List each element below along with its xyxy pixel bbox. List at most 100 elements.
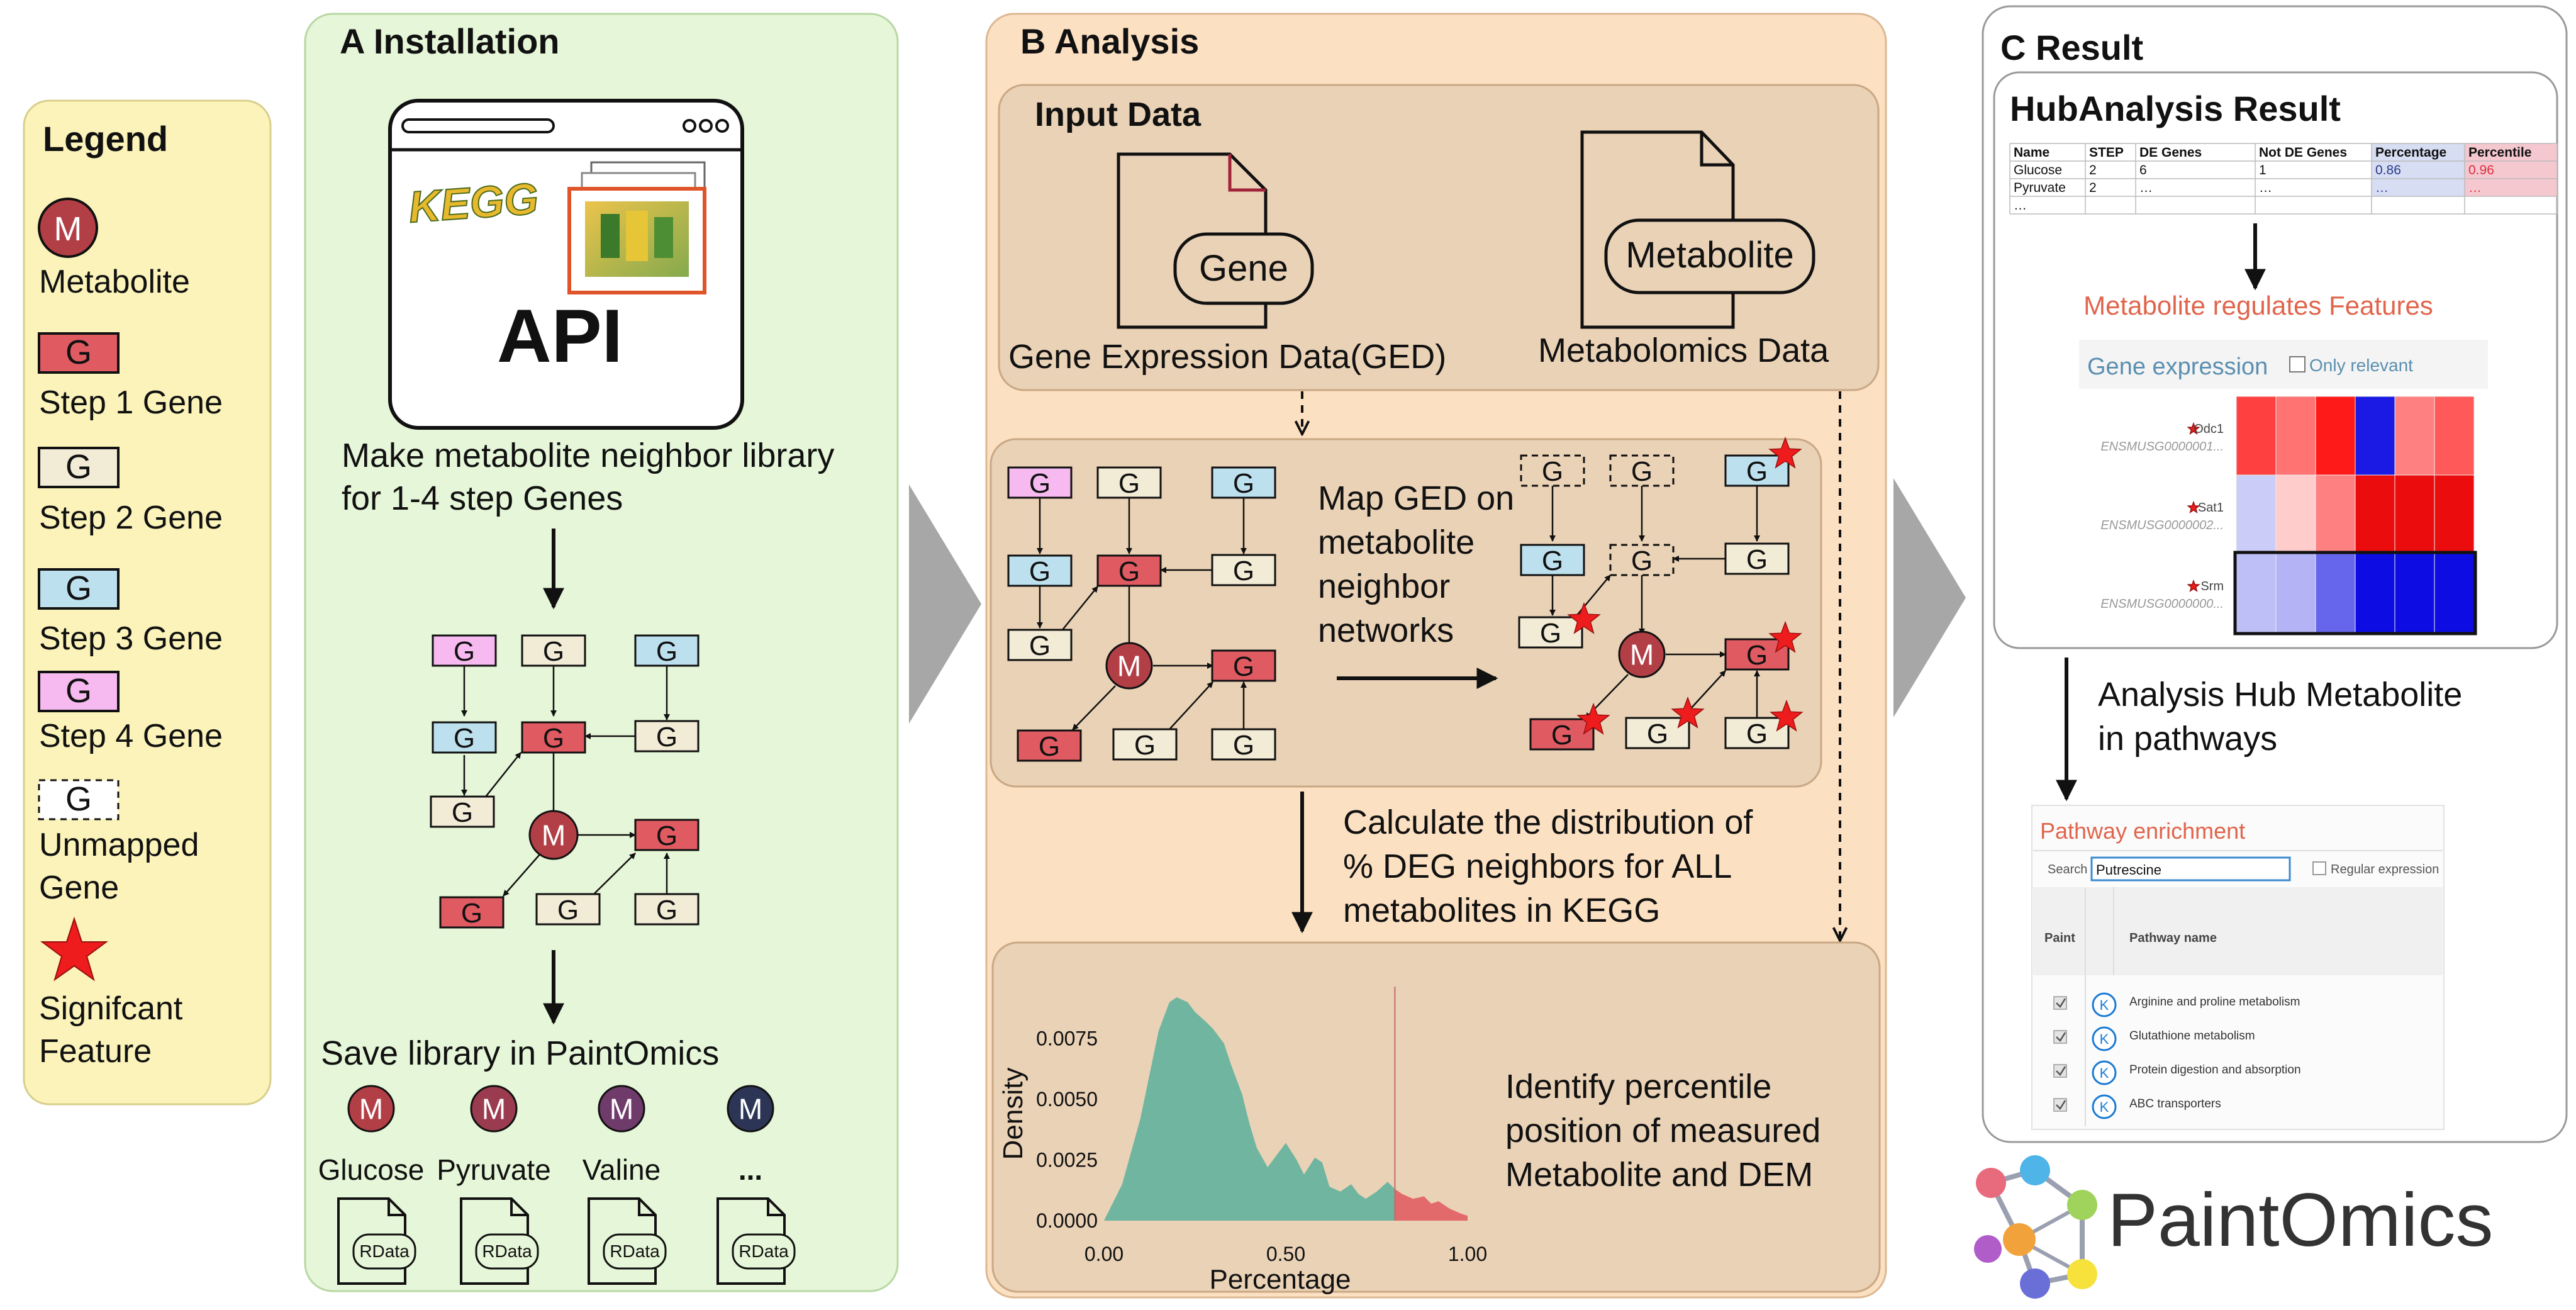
- panel-a-title: A Installation: [340, 21, 560, 61]
- metabolite-b1: M: [1105, 642, 1153, 690]
- heatmap-cell: [2315, 553, 2356, 633]
- paint-checkbox[interactable]: [2053, 1064, 2067, 1078]
- table-cell: 0.86: [2375, 163, 2401, 177]
- gene-b2-unmapped-2: G: [1609, 454, 1675, 487]
- gene-a-step1-center-label: G: [543, 723, 564, 754]
- table-cell: Glucose: [2014, 163, 2062, 177]
- table-cell: …: [2139, 181, 2153, 195]
- gene-b1-step2-top: G: [1096, 466, 1162, 499]
- metabolite-caption: Metabolomics Data: [1538, 332, 1829, 369]
- table-cell: Pyruvate: [2014, 181, 2066, 195]
- paint-checkbox[interactable]: [2053, 1098, 2067, 1112]
- gene-a-step2-bottom: G: [535, 893, 601, 926]
- star-icon: [2187, 500, 2200, 514]
- legend-step4: G Step 4 Gene: [38, 671, 223, 754]
- identify-line1: Identify percentile: [1505, 1068, 1771, 1106]
- gene-b1-step2-right: G: [1211, 554, 1276, 586]
- gene-b2-step2-bottom-right: G: [1724, 717, 1790, 749]
- density-chart: 0.0000 0.0025 0.0050 0.0075 0.00 0.50 1.00 Perc…: [998, 987, 1487, 1295]
- gene-b2-unmapped-1-label: G: [1542, 456, 1563, 487]
- y-tick-2: 0.0050: [1036, 1088, 1098, 1111]
- heatmap-cell: [2355, 553, 2395, 633]
- pathway-row[interactable]: K ABC transporters: [2053, 1094, 2221, 1119]
- heatmap-cell: [2275, 474, 2316, 554]
- gene-b1-step2-bottom-label: G: [1134, 730, 1156, 761]
- pathway-row[interactable]: K Arginine and proline metabolism: [2053, 992, 2300, 1017]
- gene-b2-step3-left: G: [1520, 544, 1585, 576]
- pathway-name: Protein digestion and absorption: [2129, 1063, 2301, 1077]
- svg-text:G: G: [65, 672, 92, 710]
- table-cell: 6: [2139, 163, 2147, 177]
- metabolite-name-1: Pyruvate: [437, 1153, 551, 1186]
- svg-text:G: G: [65, 448, 92, 486]
- only-relevant-checkbox[interactable]: [2289, 356, 2306, 372]
- table-cell: …: [2014, 198, 2027, 213]
- input-data-title: Input Data: [1035, 96, 1202, 133]
- gene-b1-step3-left-label: G: [1029, 556, 1051, 587]
- y-tick-3: 0.0075: [1036, 1027, 1098, 1050]
- gene-b1-step1-bottom-label: G: [1039, 731, 1060, 762]
- gene-b2-step2-bottom-right-label: G: [1746, 719, 1768, 749]
- x-tick-2: 1.00: [1448, 1243, 1487, 1265]
- gene-b2-step2-right-label: G: [1746, 544, 1768, 575]
- paint-checkbox[interactable]: [2053, 1030, 2067, 1044]
- star-icon: [2187, 579, 2200, 593]
- kegg-k-letter: K: [2100, 1099, 2109, 1115]
- legend-unmapped: G Unmapped Gene: [38, 779, 199, 906]
- heatmap-cell: [2275, 553, 2316, 633]
- metabolite-icon-0-label: M: [359, 1093, 383, 1126]
- legend-step3: G Step 3 Gene: [38, 568, 223, 657]
- heatmap-cell: [2355, 474, 2395, 554]
- check-icon: [2056, 998, 2066, 1009]
- metabolite-icon-2-label: M: [610, 1093, 633, 1126]
- paint-checkbox[interactable]: [2053, 996, 2067, 1010]
- table-cell: 2: [2089, 163, 2097, 177]
- gene-a-step2-top: G: [521, 634, 586, 667]
- gene-b2-step2-lower: G: [1518, 616, 1583, 649]
- map-line1: Map GED on: [1318, 479, 1514, 517]
- legend-step1-label: Step 1 Gene: [39, 384, 223, 421]
- mapping-box: G G G G G G G M G G G G Map GED on metabolite neigh…: [990, 436, 1822, 788]
- panel-b-analysis: B Analysis Input Data Gene Gene Expressi…: [985, 13, 1887, 1299]
- only-relevant-label: Only relevant: [2309, 355, 2413, 375]
- heatmap-cell: [2434, 396, 2475, 476]
- pathway-row[interactable]: K Protein digestion and absorption: [2053, 1060, 2301, 1085]
- heatmap-cell: [2394, 396, 2435, 476]
- table-header-4: Percentage: [2375, 145, 2446, 160]
- metabolite-icon-1-label: M: [482, 1093, 506, 1126]
- kegg-k-letter: K: [2100, 1065, 2109, 1081]
- legend-title: Legend: [43, 119, 168, 159]
- kegg-k-letter: K: [2100, 1031, 2109, 1047]
- metabolite-icon-1: M: [470, 1085, 518, 1133]
- metabolite-icon-3-label: M: [739, 1093, 762, 1126]
- regex-checkbox[interactable]: [2312, 861, 2326, 875]
- edge-b6: [1056, 586, 1098, 637]
- metabolite-files: MGlucoseRDataMPyruvateRDataMValineRDataM…: [318, 1085, 796, 1285]
- check-icon: [2056, 1032, 2066, 1043]
- metabolite-file-2: M Valine RData: [583, 1085, 667, 1285]
- metabolite-a: M: [528, 810, 579, 860]
- heatmap-cell: [2434, 474, 2475, 554]
- heatmap-gene-name: Odc1: [2194, 422, 2224, 436]
- pathway-row[interactable]: K Glutathione metabolism: [2053, 1026, 2255, 1051]
- kegg-logo: KEGG: [407, 174, 540, 232]
- star-b2-1: [1768, 436, 1802, 469]
- api-window: KEGG API: [388, 99, 744, 430]
- gene-b2-step1-right-label: G: [1746, 640, 1768, 671]
- gene-a-step2-bottom-right: G: [634, 893, 700, 926]
- gene-a-step2-right: G: [634, 720, 700, 753]
- regulates-title: Metabolite regulates Features: [2083, 291, 2433, 320]
- save-library-label: Save library in PaintOmics: [321, 1034, 719, 1072]
- gene-doc-label: Gene: [1199, 248, 1288, 289]
- legend-panel: Legend M Metabolite G Step 1 Gene G Step…: [23, 99, 272, 1106]
- panel-b-title: B Analysis: [1020, 21, 1199, 61]
- network-logo-icon: [1974, 1155, 2097, 1299]
- heatmap-gene-id: ENSMUSG0000000...: [2100, 597, 2224, 611]
- heatmap-cell: [2236, 396, 2277, 476]
- gene-a-step3-top: G: [634, 634, 700, 667]
- search-input[interactable]: [2090, 856, 2291, 882]
- metabolite-a-label: M: [542, 819, 566, 852]
- legend-step4-label: Step 4 Gene: [39, 718, 223, 754]
- pathway-column-header: Pathway name: [2129, 931, 2217, 945]
- gene-b1-step1-bottom: G: [1017, 729, 1082, 762]
